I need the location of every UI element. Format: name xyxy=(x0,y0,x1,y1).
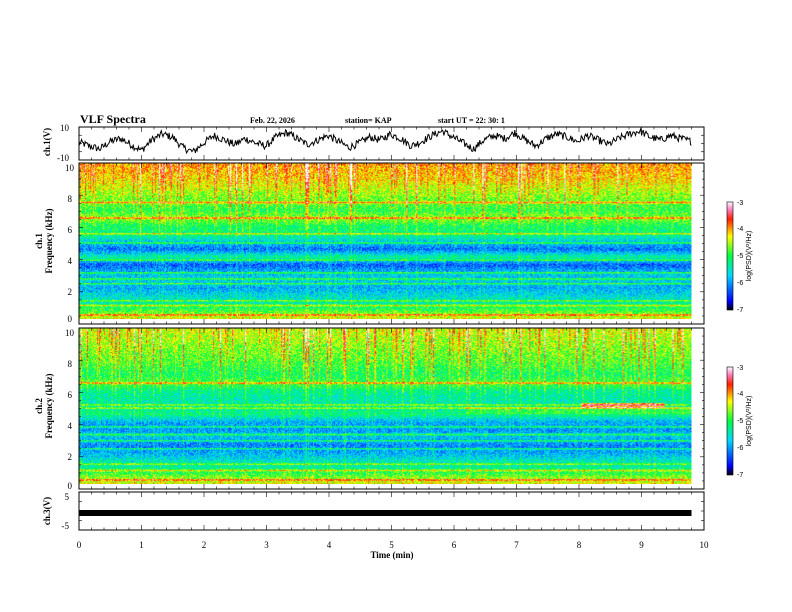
ch1-ytick-4: 4 xyxy=(68,256,73,266)
figure-title: VLF Spectra xyxy=(80,112,146,126)
date-label: Feb. 22, 2026 xyxy=(250,116,295,125)
ch1-trace xyxy=(78,126,692,155)
ch2-ytick-0: 0 xyxy=(68,481,73,491)
cb2-tick-m7: -7 xyxy=(737,472,743,479)
cb2-tick-m4: -4 xyxy=(737,391,743,398)
ch2-spectrogram-panel: ch.2 Frequency (kHz) 0 2 4 6 8 10 xyxy=(34,328,692,491)
x-tick-label: 10 xyxy=(700,540,710,550)
header: VLF Spectra Feb. 22, 2026 station= KAP s… xyxy=(80,112,505,126)
ch2-ytick-6: 6 xyxy=(68,390,73,400)
ch2-spectrogram-image xyxy=(79,328,692,484)
ch1-spectrogram-panel: ch.1 Frequency (kHz) 0 2 4 6 8 10 xyxy=(34,163,692,324)
ch1-ytick-6: 6 xyxy=(68,225,73,235)
cb1-tick-m4: -4 xyxy=(737,226,743,233)
ch1-ylabel-frequency: Frequency (kHz) xyxy=(44,208,54,273)
ch1-ytick-bottom: -10 xyxy=(57,153,69,163)
colorbar-2: -3 -4 -5 -6 -7 log(PSD)(V²/Hz) xyxy=(726,365,753,479)
x-tick-label: 2 xyxy=(202,540,207,550)
ch1-waveform-line xyxy=(78,126,692,155)
cb2-tick-m5: -5 xyxy=(737,418,743,425)
colorbar-2-gradient xyxy=(726,366,734,476)
ch2-ytick-8: 8 xyxy=(68,359,73,369)
start-time-label: start UT = 22: 30: 1 xyxy=(438,116,505,125)
ch3-ylabel: ch.3(V) xyxy=(42,497,52,525)
cb1-tick-m6: -6 xyxy=(737,280,743,287)
ch1-panel: ch.1(V) 10 -10 xyxy=(42,123,692,163)
x-tick-label: 5 xyxy=(389,540,394,550)
cb1-tick-m3: -3 xyxy=(737,200,743,207)
ch2-ytick-10: 10 xyxy=(65,328,75,338)
x-tick-labels: 0 1 2 3 4 5 6 7 8 9 10 xyxy=(77,540,709,550)
ch1-ytick-10: 10 xyxy=(65,163,75,173)
ch1-ytick-top: 10 xyxy=(60,123,70,133)
cb1-tick-m7: -7 xyxy=(737,307,743,314)
ch3-trace xyxy=(79,510,692,516)
cb2-tick-m6: -6 xyxy=(737,445,743,452)
ch1-ytick-8: 8 xyxy=(68,194,73,204)
ch1-spectrogram-image xyxy=(79,163,692,319)
station-label: station= KAP xyxy=(345,116,392,125)
ch2-ytick-2: 2 xyxy=(68,452,73,462)
ch2-ylabel-channel: ch.2 xyxy=(34,398,44,414)
x-tick-label: 1 xyxy=(139,540,144,550)
cb1-label: log(PSD)(V²/Hz) xyxy=(746,231,753,282)
ch1-ylabel-channel: ch.1 xyxy=(34,233,44,249)
cb2-label: log(PSD)(V²/Hz) xyxy=(746,396,753,447)
x-axis: 0 1 2 3 4 5 6 7 8 9 10 Time (min) xyxy=(77,540,709,560)
x-tick-label: 8 xyxy=(577,540,582,550)
colorbar-1: -3 -4 -5 -6 -7 log(PSD)(V²/Hz) xyxy=(726,200,753,314)
colorbar-1-gradient xyxy=(726,201,734,311)
ch1-ytick-0: 0 xyxy=(68,314,73,324)
ch1-ytick-2: 2 xyxy=(68,287,73,297)
x-tick-label: 3 xyxy=(264,540,269,550)
ch3-ytick-bottom: -5 xyxy=(62,521,70,531)
ch2-ytick-4: 4 xyxy=(68,421,73,431)
x-tick-label: 0 xyxy=(77,540,82,550)
ch3-panel: ch.3(V) 5 -5 xyxy=(42,492,692,531)
ch1-ylabel: ch.1(V) xyxy=(42,128,52,156)
ch2-ylabel-frequency: Frequency (kHz) xyxy=(44,373,54,438)
x-axis-label: Time (min) xyxy=(370,550,413,560)
x-tick-label: 9 xyxy=(639,540,644,550)
x-tick-label: 6 xyxy=(452,540,457,550)
cb2-tick-m3: -3 xyxy=(737,365,743,372)
panel-frames xyxy=(78,126,705,531)
cb1-tick-m5: -5 xyxy=(737,253,743,260)
ch3-ytick-top: 5 xyxy=(65,492,70,502)
x-tick-label: 4 xyxy=(327,540,332,550)
x-tick-label: 7 xyxy=(514,540,519,550)
